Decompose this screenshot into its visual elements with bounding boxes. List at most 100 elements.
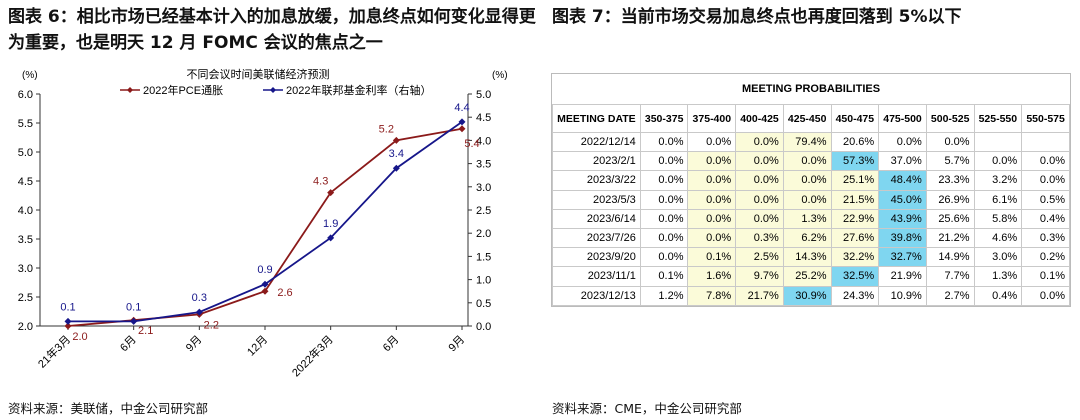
probability-cell: 0.0% bbox=[878, 131, 927, 153]
meeting-date-cell: 2023/3/22 bbox=[552, 170, 641, 191]
probability-cell: 14.9% bbox=[925, 247, 975, 268]
ffr-point bbox=[64, 317, 72, 325]
x-tick-label: 9月 bbox=[447, 334, 468, 355]
probability-cell: 0.0% bbox=[639, 131, 689, 153]
probability-cell: 0.0% bbox=[687, 131, 737, 153]
x-tick-label: 6月 bbox=[118, 334, 139, 355]
right-tick-label: 1.5 bbox=[476, 251, 491, 263]
right-tick-label: 1.0 bbox=[476, 275, 491, 287]
probability-cell: 25.2% bbox=[782, 266, 832, 287]
probability-cell: 0.0% bbox=[735, 151, 784, 172]
probability-cell: 0.0% bbox=[782, 170, 832, 191]
probability-cell: 0.0% bbox=[1021, 170, 1070, 191]
probability-cell: 0.0% bbox=[687, 189, 737, 210]
pce-data-label: 5.4 bbox=[464, 138, 479, 150]
probability-cell: 0.1% bbox=[1021, 266, 1070, 287]
pce-point bbox=[392, 136, 400, 144]
left-tick-label: 5.0 bbox=[18, 147, 33, 159]
column-header: 550-575 bbox=[1021, 104, 1070, 133]
left-tick-label: 6.0 bbox=[18, 89, 33, 101]
probability-cell: 0.5% bbox=[1021, 189, 1070, 210]
table-row: 2023/9/20 0.0% 0.1% 2.5% 14.3% 32.2% 32.7% 14.9… bbox=[552, 247, 1070, 268]
probability-cell: 0.0% bbox=[639, 151, 689, 172]
x-tick-label: 12月 bbox=[245, 334, 270, 359]
right-tick-label: 3.5 bbox=[476, 159, 491, 171]
legend-pce-label: 2022年PCE通胀 bbox=[143, 83, 223, 97]
probability-cell: 0.2% bbox=[1021, 247, 1070, 268]
probability-cell: 0.0% bbox=[687, 170, 737, 191]
probability-cell: 26.9% bbox=[925, 189, 975, 210]
probability-cell bbox=[973, 131, 1023, 153]
ffr-data-label: 1.9 bbox=[323, 218, 338, 230]
table-row: 2023/6/14 0.0% 0.0% 0.0% 1.3% 22.9% 43.9% 25.6%… bbox=[552, 208, 1070, 229]
table-title: MEETING PROBABILITIES bbox=[741, 83, 881, 95]
column-header: 525-550 bbox=[973, 104, 1023, 133]
table-row: 2023/2/1 0.0% 0.0% 0.0% 0.0% 57.3% 37.0% 5.7% 0.… bbox=[552, 151, 1070, 172]
right-tick-label: 2.5 bbox=[476, 205, 491, 217]
left-tick-label: 2.0 bbox=[18, 321, 33, 333]
pce-data-label: 2.2 bbox=[204, 319, 219, 331]
probability-cell: 6.2% bbox=[782, 227, 832, 249]
probability-cell: 0.0% bbox=[782, 189, 832, 210]
table-row: 2023/11/1 0.1% 1.6% 9.7% 25.2% 32.5% 21.9% 7.7%… bbox=[552, 266, 1070, 287]
probability-cell: 43.9% bbox=[878, 208, 927, 229]
ffr-point bbox=[261, 280, 269, 288]
column-header: 400-425 bbox=[735, 104, 784, 133]
meeting-probabilities-table-panel: MEETING PROBABILITIES MEETING DATE 350-37… bbox=[551, 73, 1071, 307]
pce-data-label: 5.2 bbox=[379, 123, 394, 135]
column-header: 375-400 bbox=[687, 104, 737, 133]
x-tick-label: 6月 bbox=[381, 334, 402, 355]
probability-cell: 0.0% bbox=[973, 151, 1023, 172]
probability-cell: 14.3% bbox=[782, 247, 832, 268]
left-tick-label: 5.5 bbox=[18, 118, 33, 130]
pce-data-label: 2.1 bbox=[138, 325, 153, 337]
probability-cell: 0.0% bbox=[735, 189, 784, 210]
probability-cell: 0.0% bbox=[687, 151, 737, 172]
probability-cell: 0.0% bbox=[639, 208, 689, 229]
right-figure-heading: 图表 7：当前市场交易加息终点也再度回落到 5%以下 bbox=[552, 7, 962, 27]
probability-cell: 0.4% bbox=[973, 285, 1023, 306]
table-row: 2023/7/26 0.0% 0.0% 0.3% 6.2% 27.6% 39.8% 21.2%… bbox=[552, 227, 1070, 249]
probability-cell: 21.2% bbox=[925, 227, 975, 249]
probability-cell: 4.6% bbox=[973, 227, 1023, 249]
legend-ffr-marker bbox=[270, 87, 276, 93]
column-header: 500-525 bbox=[925, 104, 975, 133]
ffr-point bbox=[327, 234, 335, 242]
probability-cell: 1.6% bbox=[687, 266, 737, 287]
ffr-point bbox=[130, 317, 138, 325]
probability-cell: 5.7% bbox=[925, 151, 975, 172]
x-tick-label: 9月 bbox=[184, 334, 205, 355]
probability-cell: 24.3% bbox=[830, 285, 880, 306]
right-tick-label: 3.0 bbox=[476, 182, 491, 194]
probability-cell: 0.0% bbox=[639, 227, 689, 249]
probability-cell: 0.4% bbox=[1021, 208, 1070, 229]
probability-cell: 0.0% bbox=[1021, 151, 1070, 172]
right-tick-label: 5.0 bbox=[476, 89, 491, 101]
meeting-date-cell: 2023/2/1 bbox=[552, 151, 641, 172]
right-tick-label: 2.0 bbox=[476, 228, 491, 240]
probability-cell: 0.0% bbox=[735, 131, 784, 153]
ffr-data-label: 4.4 bbox=[454, 102, 469, 114]
probability-cell: 7.7% bbox=[925, 266, 975, 287]
column-header: MEETING DATE bbox=[552, 104, 641, 133]
ffr-point bbox=[392, 164, 400, 172]
probability-cell: 0.0% bbox=[639, 170, 689, 191]
probability-cell: 0.3% bbox=[735, 227, 784, 249]
probability-cell: 0.1% bbox=[639, 266, 689, 287]
probability-cell: 0.0% bbox=[735, 170, 784, 191]
probability-cell: 32.5% bbox=[830, 266, 880, 287]
right-tick-label: 0.5 bbox=[476, 298, 491, 310]
right-tick-label: 4.0 bbox=[476, 135, 491, 147]
column-header: 350-375 bbox=[639, 104, 689, 133]
probability-cell: 0.1% bbox=[687, 247, 737, 268]
left-tick-label: 4.5 bbox=[18, 176, 33, 188]
probability-cell: 21.5% bbox=[830, 189, 880, 210]
probability-cell: 25.1% bbox=[830, 170, 880, 191]
probability-cell: 21.9% bbox=[878, 266, 927, 287]
probability-cell: 0.0% bbox=[735, 208, 784, 229]
pce-point bbox=[327, 189, 335, 197]
pce-data-label: 4.3 bbox=[313, 176, 328, 188]
pce-data-label: 2.6 bbox=[277, 287, 292, 299]
right-axis-unit: (%) bbox=[492, 70, 508, 81]
probability-cell: 21.7% bbox=[735, 285, 784, 306]
